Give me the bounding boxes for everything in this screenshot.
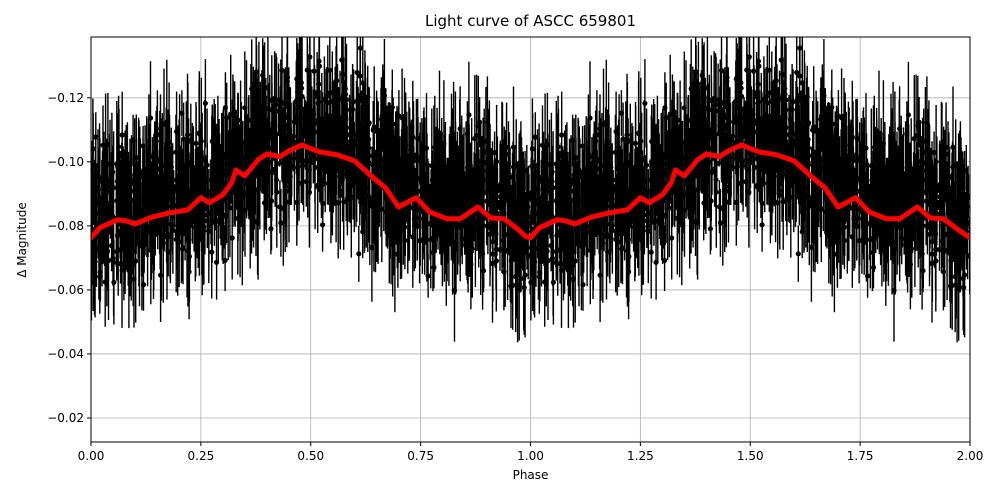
y-tick-label: −0.04 — [47, 347, 84, 361]
x-tick-label: 1.50 — [737, 449, 764, 463]
x-tick-label: 1.00 — [517, 449, 544, 463]
x-axis-label: Phase — [512, 468, 549, 482]
model-curve — [91, 142, 970, 241]
y-tick-label: −0.08 — [47, 219, 84, 233]
observation-points — [91, 37, 970, 343]
y-tick-label: −0.06 — [47, 283, 84, 297]
y-tick-label: −0.02 — [47, 411, 84, 425]
y-axis-ticks: −0.12 −0.10 −0.08 −0.06 −0.04 −0.02 — [47, 91, 91, 425]
y-tick-label: −0.12 — [47, 91, 84, 105]
x-tick-label: 0.50 — [297, 449, 324, 463]
chart-title: Light curve of ASCC 659801 — [425, 12, 636, 30]
x-tick-label: 1.75 — [847, 449, 874, 463]
x-tick-label: 2.00 — [957, 449, 984, 463]
x-tick-label: 0.75 — [407, 449, 434, 463]
y-tick-label: −0.10 — [47, 155, 84, 169]
x-axis-ticks: 0.00 0.25 0.50 0.75 1.00 1.25 1.50 1.75 2.00 — [78, 442, 984, 463]
x-tick-label: 1.25 — [627, 449, 654, 463]
x-tick-label: 0.25 — [188, 449, 215, 463]
x-tick-label: 0.00 — [78, 449, 105, 463]
